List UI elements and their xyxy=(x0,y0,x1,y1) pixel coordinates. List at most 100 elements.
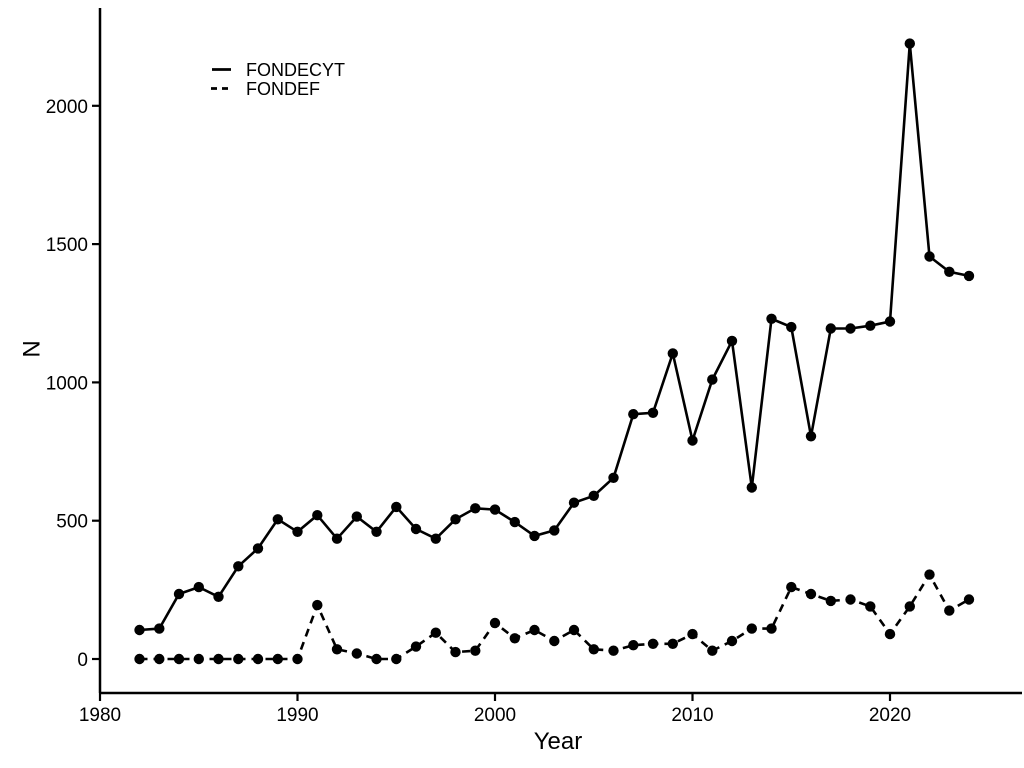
data-point-fondef xyxy=(963,594,975,605)
data-point-fondecyt xyxy=(687,435,698,446)
data-point-fondef xyxy=(568,624,580,636)
data-point-fondef xyxy=(529,624,540,636)
legend-label-fondef: FONDEF xyxy=(246,79,320,99)
axes-layer: 1980 1990 2000 2010 2020 0 500 1000 1500 2000 xyxy=(46,8,1022,726)
x-tick-label: 1980 xyxy=(79,705,121,726)
data-point-fondecyt xyxy=(549,525,560,536)
data-point-fondecyt xyxy=(628,409,639,420)
data-point-fondef xyxy=(667,638,678,649)
data-point-fondecyt xyxy=(173,588,185,600)
data-point-fondecyt xyxy=(134,624,145,636)
data-point-fondef xyxy=(450,646,461,658)
data-point-fondecyt xyxy=(371,526,382,537)
data-point-fondef xyxy=(292,653,303,665)
data-point-fondef xyxy=(391,653,402,665)
y-tick-label: 2000 xyxy=(46,97,88,118)
data-point-fondecyt xyxy=(252,543,264,554)
data-point-fondef xyxy=(509,633,520,644)
data-point-fondef xyxy=(351,648,362,659)
data-point-fondecyt xyxy=(786,321,797,333)
x-axis-title: Year xyxy=(534,728,583,755)
data-point-fondef xyxy=(707,645,718,656)
data-point-fondecyt xyxy=(331,533,343,544)
data-point-fondecyt xyxy=(509,516,520,528)
data-point-fondef xyxy=(213,653,224,665)
series-line-fondef xyxy=(139,572,970,661)
data-point-fondecyt xyxy=(963,270,975,282)
data-point-fondef xyxy=(647,638,659,649)
data-point-fondecyt xyxy=(351,511,362,522)
data-point-fondef xyxy=(608,645,619,656)
data-point-fondecyt xyxy=(845,323,856,334)
legend-label-fondecyt: FONDECYT xyxy=(246,60,345,80)
data-point-fondecyt xyxy=(272,514,283,525)
y-tick-label: 1000 xyxy=(46,373,88,394)
data-point-fondef xyxy=(726,635,738,647)
data-point-fondef xyxy=(154,653,165,665)
data-point-fondef xyxy=(944,605,955,616)
data-point-fondef xyxy=(805,588,817,600)
data-point-fondecyt xyxy=(707,374,718,385)
data-point-fondef xyxy=(193,653,204,665)
y-tick-label: 500 xyxy=(56,512,88,533)
data-point-fondef xyxy=(628,640,639,651)
data-point-fondef xyxy=(766,623,777,634)
data-point-fondecyt xyxy=(825,323,836,334)
data-point-fondef xyxy=(489,617,501,629)
series-layer xyxy=(134,38,975,665)
data-point-fondecyt xyxy=(746,482,757,493)
data-point-fondef xyxy=(687,628,698,640)
data-point-fondef xyxy=(845,594,856,605)
data-point-fondecyt xyxy=(529,530,540,542)
data-point-fondecyt xyxy=(924,251,935,262)
data-point-fondecyt xyxy=(588,490,599,501)
data-point-fondef xyxy=(410,641,422,652)
data-point-fondef xyxy=(865,601,876,612)
data-point-fondef xyxy=(233,653,244,665)
x-tick-label: 2020 xyxy=(869,705,911,726)
data-point-fondecyt xyxy=(292,526,303,537)
x-tick-label: 1990 xyxy=(276,705,318,726)
data-point-fondecyt xyxy=(865,320,876,331)
data-point-fondecyt xyxy=(667,348,678,359)
data-point-fondef xyxy=(786,581,797,593)
series-line-fondecyt xyxy=(139,43,970,632)
data-point-fondef xyxy=(134,653,145,665)
legend: FONDECYT FONDEF xyxy=(211,60,345,99)
data-point-fondecyt xyxy=(608,472,619,483)
data-point-fondecyt xyxy=(154,623,165,634)
data-point-fondef xyxy=(924,569,935,580)
x-tick-label: 2010 xyxy=(671,705,713,726)
data-point-fondef xyxy=(252,653,264,665)
data-point-fondecyt xyxy=(450,514,461,525)
data-point-fondecyt xyxy=(647,407,659,418)
data-point-fondef xyxy=(371,653,382,665)
data-point-fondef xyxy=(904,601,915,612)
data-point-fondecyt xyxy=(944,266,955,277)
x-tick-label: 2000 xyxy=(474,705,516,726)
data-point-fondecyt xyxy=(805,431,817,442)
data-point-fondef xyxy=(884,628,896,640)
data-point-fondecyt xyxy=(766,313,777,324)
data-point-fondecyt xyxy=(312,510,323,521)
data-point-fondef xyxy=(588,644,599,655)
data-point-fondecyt xyxy=(489,504,501,515)
data-point-fondecyt xyxy=(193,581,204,593)
data-point-fondecyt xyxy=(213,591,224,602)
data-point-fondecyt xyxy=(233,561,244,572)
data-point-fondef xyxy=(173,653,185,665)
data-point-fondef xyxy=(312,599,323,611)
data-point-fondecyt xyxy=(470,503,481,514)
y-tick-label: 1500 xyxy=(46,235,88,256)
data-point-fondecyt xyxy=(568,497,580,508)
data-point-fondecyt xyxy=(430,533,441,544)
data-point-fondef xyxy=(430,627,441,638)
data-point-fondecyt xyxy=(884,316,896,327)
data-point-fondef xyxy=(331,644,343,655)
data-point-fondef xyxy=(746,623,757,634)
data-point-fondef xyxy=(549,635,560,647)
y-axis-title: N xyxy=(18,340,45,357)
data-point-fondecyt xyxy=(410,523,422,535)
